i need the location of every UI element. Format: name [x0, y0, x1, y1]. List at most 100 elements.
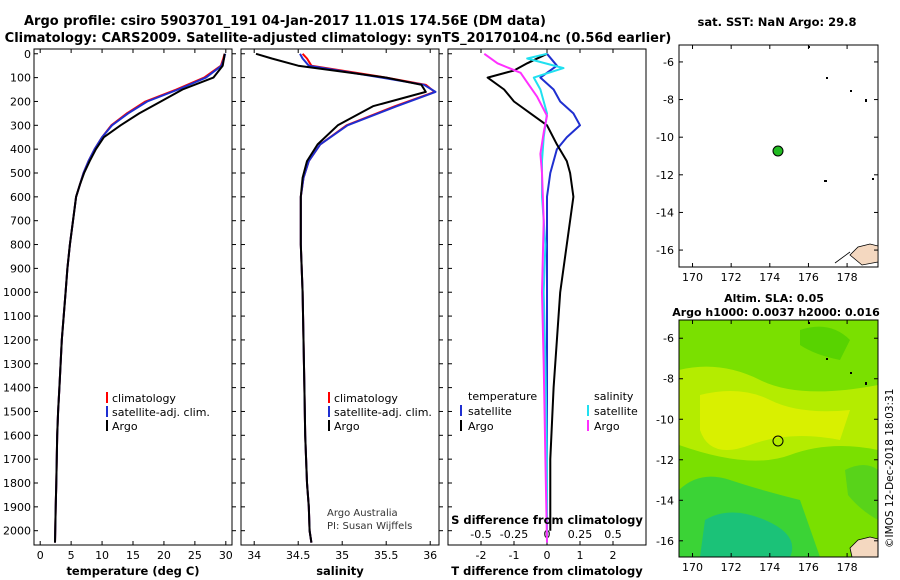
depth-axis: 0 100 200 300 400 500 600 700 800 900 1000 1100 1200…	[3, 48, 452, 538]
map-lat-label: -14	[656, 206, 674, 219]
series-line-argo	[255, 52, 427, 543]
depth-tick-label: 100	[10, 72, 31, 85]
x-tick-label: 34.5	[286, 549, 311, 562]
x-tick-label: 10	[95, 549, 109, 562]
map-lat-label: -8	[663, 373, 674, 386]
x-tick-label: 30	[219, 549, 233, 562]
salinity-x-axis: 34 34.5 35 35.5 36	[247, 49, 437, 562]
salinity-x-label: salinity	[316, 564, 364, 578]
credit-argo-australia: Argo Australia	[327, 508, 398, 519]
temperature-x-axis: 0 5 10 15 20 25 30	[37, 49, 233, 562]
sla-map-frame	[678, 319, 879, 558]
sst-map-title: sat. SST: NaN Argo: 29.8	[697, 15, 856, 29]
depth-tick-label: 1200	[3, 334, 31, 347]
depth-tick-label: 600	[10, 191, 31, 204]
land-fiji	[849, 243, 878, 266]
x-tick-label: 35.5	[374, 549, 399, 562]
depth-tick-label: 800	[10, 239, 31, 252]
x-tick-label: 0	[37, 549, 44, 562]
salinity-panel-frame	[240, 48, 440, 546]
sla-lowest-region	[700, 512, 793, 557]
series-line-climatology	[299, 53, 436, 543]
series-line-satellite-adj-clim-	[299, 53, 437, 543]
sla-low-patch	[845, 465, 878, 520]
depth-tick-label: 500	[10, 167, 31, 180]
depth-tick-label: 700	[10, 215, 31, 228]
island	[808, 46, 810, 48]
island	[826, 358, 828, 360]
x-tick-label: 1	[577, 549, 584, 562]
difference-x-label: T difference from climatology	[451, 564, 643, 578]
series-line-argo	[54, 53, 226, 543]
temperature-panel-frame	[33, 48, 233, 546]
x-tick-label: 36	[423, 549, 437, 562]
x-tick-label: 35	[335, 549, 349, 562]
depth-tick-label: 1300	[3, 358, 31, 371]
x-tick-label: 5	[68, 549, 75, 562]
island	[850, 90, 852, 92]
map-lat-label: -14	[656, 494, 674, 507]
map-lon-label: 172	[721, 271, 742, 284]
depth-tick-label: 1700	[3, 453, 31, 466]
land-fiji	[849, 536, 878, 557]
legend-salinity-head: salinity	[594, 390, 634, 403]
x-tick-label: 0.5	[604, 528, 622, 541]
depth-tick-label: 0	[24, 48, 31, 61]
legend-label-climatology: climatology	[112, 392, 176, 405]
legend-label-argo: Argo	[334, 420, 360, 433]
island	[865, 99, 867, 102]
sla-field	[679, 320, 878, 557]
map-lon-label: 178	[837, 561, 858, 574]
depth-tick-label: 1100	[3, 310, 31, 323]
island	[865, 382, 867, 385]
depth-tick-label: 200	[10, 95, 31, 108]
depth-tick-label: 1500	[3, 405, 31, 418]
land-coastline	[834, 251, 851, 264]
island	[826, 77, 828, 79]
map-lon-label: 178	[837, 271, 858, 284]
sla-map-subtitle: Argo h1000: 0.0037 h2000: 0.016	[672, 306, 880, 319]
series-line-t-satellite	[539, 53, 581, 531]
float-position-marker-sla	[772, 435, 784, 447]
legend-label-t-argo: Argo	[468, 420, 494, 433]
legend-label-argo: Argo	[112, 420, 138, 433]
legend-label-t-satellite: satellite	[468, 405, 512, 418]
sla-map-axes: 170 172 174 176 178 -6 -8 -10 -12 -14 -16	[656, 320, 878, 574]
difference-series	[483, 52, 581, 543]
series-line-climatology	[54, 53, 226, 543]
legend-label-satellite: satellite-adj. clim.	[112, 406, 210, 419]
map-lon-label: 174	[759, 271, 780, 284]
depth-tick-label: 300	[10, 119, 31, 132]
depth-tick-label: 1000	[3, 286, 31, 299]
sla-peak-band	[700, 391, 850, 450]
map-lat-label: -12	[656, 169, 674, 182]
x-tick-label: 25	[188, 549, 202, 562]
map-lat-label: -12	[656, 454, 674, 467]
salinity-legend: climatology satellite-adj. clim. Argo	[328, 392, 432, 433]
map-lat-label: -6	[663, 332, 674, 345]
legend-label-satellite: satellite-adj. clim.	[334, 406, 432, 419]
imos-timestamp: ©IMOS 12-Dec-2018 18:03:31	[884, 389, 896, 548]
series-line-s-satellite	[526, 52, 565, 543]
x-tick-label: 0.25	[568, 528, 593, 541]
map-lon-label: 172	[721, 561, 742, 574]
series-line-satellite-adj-clim-	[54, 53, 227, 543]
difference-s-label: S difference from climatology	[451, 513, 643, 527]
temperature-series	[54, 53, 227, 543]
island	[808, 322, 810, 324]
legend-label-climatology: climatology	[334, 392, 398, 405]
x-tick-label: 15	[126, 549, 140, 562]
series-line-s-argo	[483, 52, 548, 543]
depth-tick-label: 400	[10, 143, 31, 156]
x-tick-label: -0.5	[470, 528, 491, 541]
temperature-x-label: temperature (deg C)	[66, 564, 199, 578]
series-line-t-argo	[486, 52, 575, 531]
title-line-1: Argo profile: csiro 5903701_191 04-Jan-2…	[24, 14, 546, 29]
x-tick-label: 20	[157, 549, 171, 562]
title-line-2: Climatology: CARS2009. Satellite-adjuste…	[5, 31, 672, 46]
map-lon-label: 176	[798, 271, 819, 284]
sst-map-axes: 170 172 174 176 178 -6 -8 -10 -12 -14 -16	[656, 45, 878, 284]
x-tick-label: -0.25	[500, 528, 528, 541]
depth-tick-label: 1800	[3, 477, 31, 490]
